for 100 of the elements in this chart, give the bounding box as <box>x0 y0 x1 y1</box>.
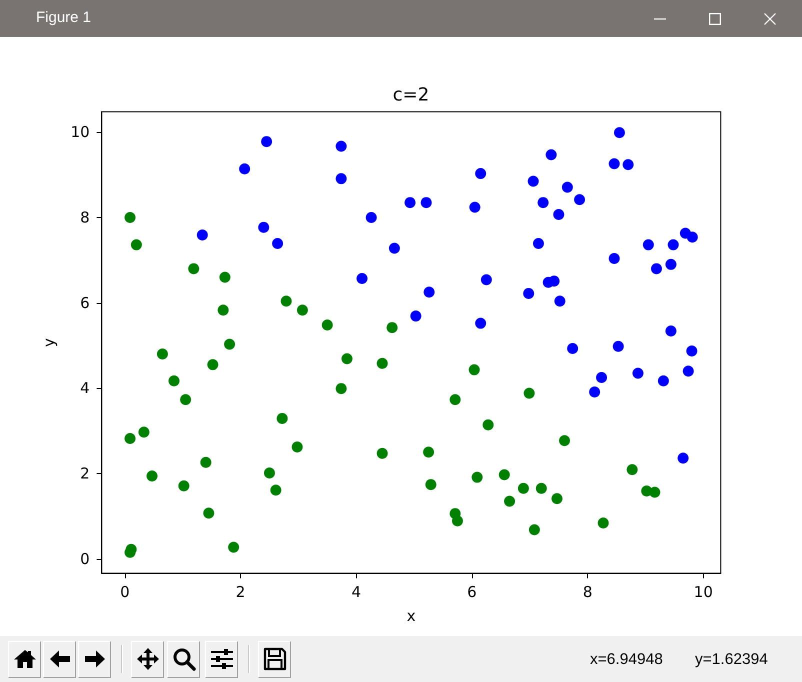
y-tick-label: 2 <box>80 464 90 482</box>
point <box>482 419 494 430</box>
point <box>270 484 282 496</box>
toolbar-button[interactable] <box>131 641 164 678</box>
point <box>178 480 190 492</box>
point <box>196 229 208 240</box>
x-tick-label: 2 <box>236 582 246 601</box>
point <box>608 158 620 170</box>
point <box>546 149 557 160</box>
point <box>649 486 660 498</box>
point <box>424 286 435 298</box>
y-tick-label: 10 <box>70 123 90 142</box>
point <box>452 515 463 526</box>
point <box>224 338 236 350</box>
x-tick-label: 0 <box>120 582 130 601</box>
point <box>258 222 270 233</box>
y-axis-title: y <box>40 338 58 347</box>
point <box>528 524 540 536</box>
point <box>292 442 303 453</box>
point <box>366 212 377 223</box>
point <box>551 493 562 504</box>
point <box>475 168 486 180</box>
point <box>138 426 150 438</box>
point <box>322 320 333 331</box>
x-axis-title: x <box>406 606 416 625</box>
point <box>665 325 676 336</box>
point <box>642 239 654 250</box>
point <box>468 364 480 376</box>
point <box>272 238 284 250</box>
point <box>574 194 586 206</box>
point <box>404 197 416 208</box>
point <box>124 212 136 223</box>
point <box>336 140 347 152</box>
point <box>219 272 230 283</box>
point <box>504 496 516 507</box>
point <box>622 159 634 170</box>
point <box>548 276 560 287</box>
point <box>203 508 214 519</box>
point <box>472 472 483 483</box>
point <box>480 274 492 286</box>
point <box>376 448 388 459</box>
point <box>410 310 422 322</box>
point <box>598 517 609 528</box>
point <box>536 482 547 494</box>
toolbar-button[interactable] <box>167 641 200 678</box>
y-tick-label: 6 <box>80 294 90 312</box>
point <box>562 182 573 193</box>
point <box>668 239 679 250</box>
point <box>336 173 347 184</box>
point <box>567 342 578 354</box>
point <box>686 232 698 243</box>
point <box>682 366 694 377</box>
point <box>686 346 698 357</box>
point <box>475 318 486 329</box>
point <box>156 348 168 360</box>
point <box>554 296 566 307</box>
point <box>469 202 480 213</box>
chart-title: c=2 <box>392 84 430 106</box>
point <box>420 197 432 208</box>
point <box>532 238 544 250</box>
point <box>146 470 158 482</box>
point <box>124 432 136 444</box>
point <box>596 372 608 383</box>
x-tick-label: 8 <box>582 582 592 601</box>
toolbar-button[interactable] <box>258 641 291 678</box>
text: y=1.62394 <box>695 651 768 669</box>
y-tick-label: 4 <box>80 379 90 398</box>
toolbar-button[interactable] <box>78 641 111 678</box>
text: x=6.94948 <box>590 651 663 669</box>
point <box>388 242 400 254</box>
point <box>632 368 644 379</box>
point <box>523 288 534 299</box>
point <box>614 127 625 138</box>
point <box>264 468 275 479</box>
point <box>450 394 461 406</box>
x-tick-label: 4 <box>351 582 362 601</box>
x-tick-label: 10 <box>694 582 713 601</box>
point <box>678 452 689 464</box>
toolbar-button[interactable] <box>43 641 76 678</box>
point <box>608 252 620 264</box>
point <box>518 482 529 494</box>
toolbar-button[interactable] <box>8 641 41 678</box>
point <box>559 435 570 446</box>
point <box>276 412 288 424</box>
point <box>423 446 434 458</box>
point <box>239 163 250 174</box>
point <box>188 263 200 274</box>
point <box>228 542 240 553</box>
y-tick-label: 0 <box>80 550 90 568</box>
point <box>553 209 564 220</box>
point <box>498 469 510 480</box>
point <box>626 464 638 476</box>
point <box>650 263 662 274</box>
point <box>168 375 180 386</box>
point <box>261 136 272 148</box>
point <box>376 358 388 369</box>
point <box>612 340 624 352</box>
point <box>528 176 539 187</box>
point <box>207 359 218 370</box>
toolbar-button[interactable] <box>205 641 238 678</box>
